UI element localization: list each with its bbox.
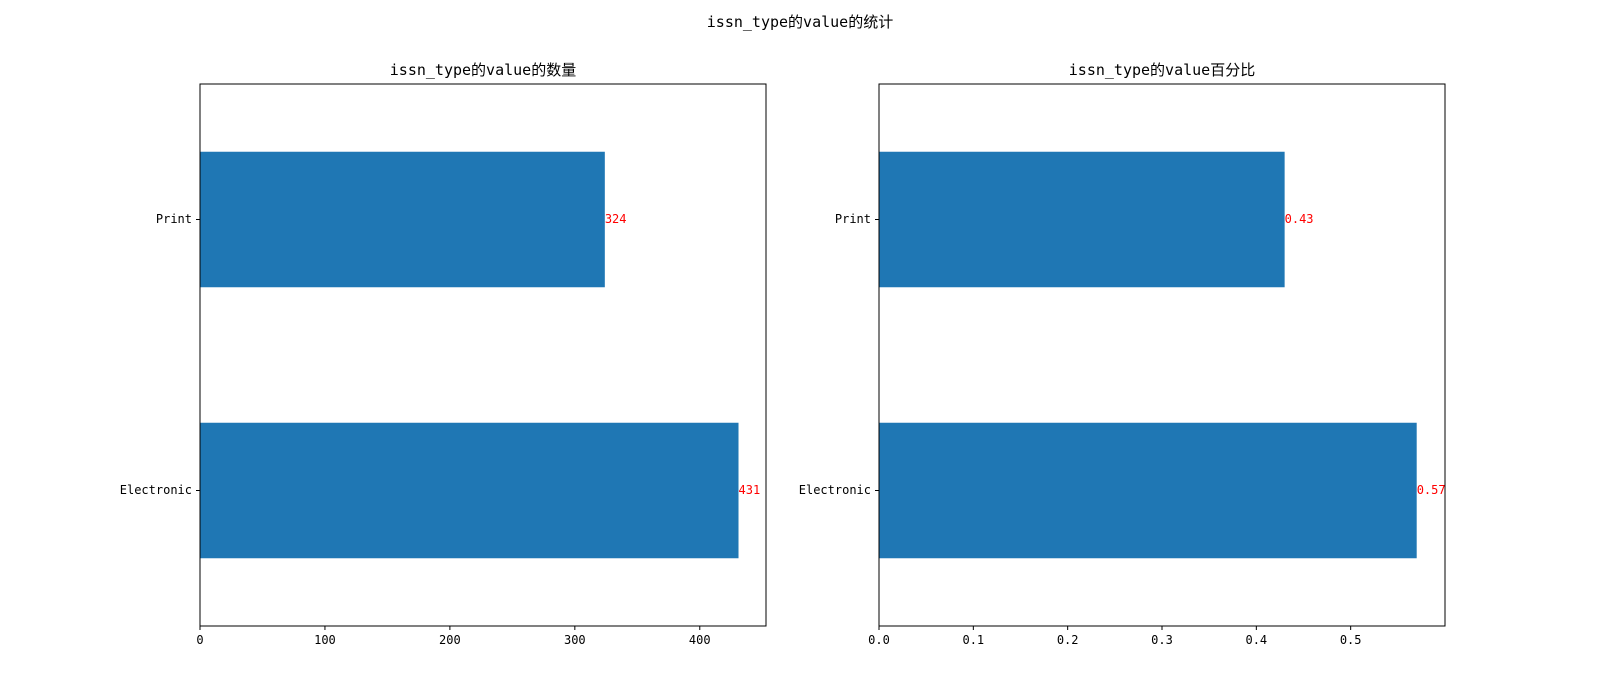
count-subplot-title: issn_type的value的数量 — [390, 61, 576, 79]
percent-data-label-print: 0.43 — [1285, 212, 1314, 226]
percent-y-tick-label-print: Print — [835, 212, 871, 226]
percent-subplot-title: issn_type的value百分比 — [1069, 61, 1255, 79]
count-bar-print — [200, 151, 605, 288]
count-data-label-electronic: 431 — [739, 483, 761, 497]
percent-subplot: issn_type的value百分比 0.57 0.43 0.0 0.1 0.2 0.3 0.… — [799, 61, 1446, 647]
percent-bar-print — [879, 151, 1285, 288]
count-y-tick-label-electronic: Electronic — [120, 483, 192, 497]
percent-x-tick-label: 0.5 — [1340, 633, 1362, 647]
percent-bar-electronic — [879, 422, 1417, 559]
count-y-tick-label-print: Print — [156, 212, 192, 226]
percent-x-tick-label: 0.0 — [868, 633, 890, 647]
count-data-label-print: 324 — [605, 212, 627, 226]
figure-suptitle: issn_type的value的统计 — [707, 13, 893, 31]
count-x-tick-label: 200 — [439, 633, 461, 647]
count-x-tick-label: 100 — [314, 633, 336, 647]
count-x-tick-label: 300 — [564, 633, 586, 647]
count-bar-electronic — [200, 422, 739, 559]
percent-x-tick-label: 0.2 — [1057, 633, 1079, 647]
percent-x-tick-label: 0.1 — [962, 633, 984, 647]
percent-x-tick-label: 0.4 — [1245, 633, 1267, 647]
count-axes-frame — [199, 83, 767, 627]
percent-data-label-electronic: 0.57 — [1417, 483, 1446, 497]
count-x-tick-label: 0 — [196, 633, 203, 647]
count-subplot: issn_type的value的数量 431 324 0 100 200 300 400 Ele… — [120, 61, 767, 647]
count-x-tick-label: 400 — [689, 633, 711, 647]
percent-x-tick-label: 0.3 — [1151, 633, 1173, 647]
percent-y-tick-label-electronic: Electronic — [799, 483, 871, 497]
